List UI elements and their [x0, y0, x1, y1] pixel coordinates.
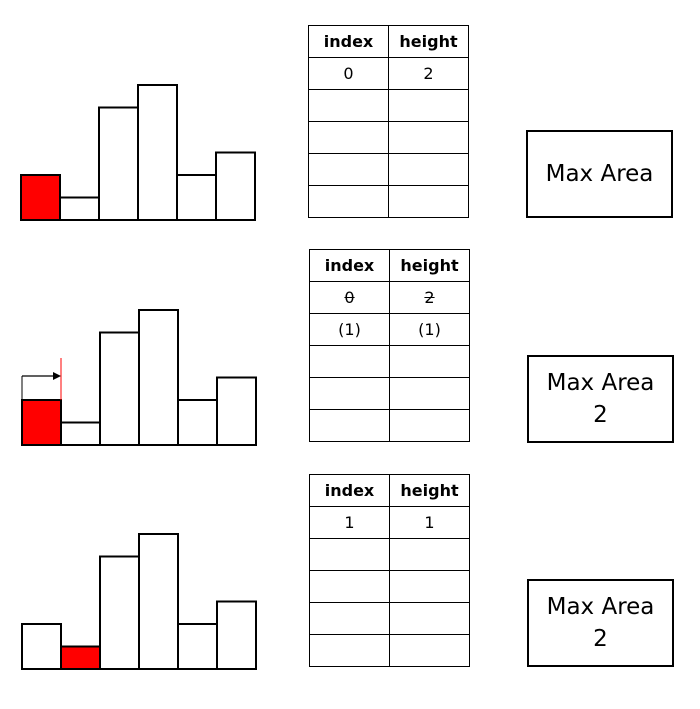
- histogram-bar: [215, 151, 256, 221]
- cell-height: 2: [388, 57, 469, 90]
- table-row: [309, 409, 470, 442]
- cell-index: [308, 121, 389, 154]
- table-row: [308, 89, 469, 122]
- cell-index: [308, 153, 389, 186]
- width-arrow-icon: [21, 358, 62, 400]
- cell-index: [308, 185, 389, 218]
- table-row: [309, 538, 470, 571]
- histogram-bar: [138, 533, 179, 670]
- highlighted-bar: [60, 645, 101, 670]
- header-height: height: [388, 25, 469, 58]
- cell-index: [309, 570, 390, 603]
- histogram-bar: [138, 309, 179, 446]
- histogram-bar: [98, 106, 139, 221]
- cell-height: 2: [389, 281, 470, 314]
- cell-index: [309, 602, 390, 635]
- histogram-panel-1: [20, 84, 256, 221]
- header-index: index: [308, 25, 389, 58]
- table-row: [309, 377, 470, 410]
- histogram-bar: [99, 555, 140, 670]
- max-area-value: 2: [593, 626, 608, 652]
- max-area-box-1: Max Area: [526, 130, 673, 218]
- cell-index: [309, 634, 390, 667]
- cell-height: [388, 153, 469, 186]
- max-area-label: Max Area: [546, 594, 655, 620]
- cell-index: [308, 89, 389, 122]
- header-index: index: [309, 474, 390, 507]
- highlighted-bar: [20, 174, 61, 221]
- table-row: [309, 570, 470, 603]
- table-row: [308, 121, 469, 154]
- histogram-bar: [99, 331, 140, 446]
- cell-height: [388, 185, 469, 218]
- histogram-panel-3: [21, 533, 257, 670]
- cell-height: [389, 345, 470, 378]
- cell-index: [309, 409, 390, 442]
- histogram-bar: [216, 600, 257, 670]
- cell-height: 1: [389, 506, 470, 539]
- histogram-bar: [177, 399, 218, 446]
- table-row: (1) (1): [309, 313, 470, 346]
- histogram-bar: [59, 196, 100, 221]
- histogram-bar: [177, 623, 218, 670]
- max-area-label: Max Area: [546, 370, 655, 396]
- histogram-bar: [60, 421, 101, 446]
- table-row: [309, 602, 470, 635]
- table-row: [308, 185, 469, 218]
- cell-height: [389, 634, 470, 667]
- cell-height: [389, 602, 470, 635]
- cell-index: 0: [309, 281, 390, 314]
- cell-height: (1): [389, 313, 470, 346]
- max-area-box-2: Max Area 2: [527, 355, 674, 443]
- cell-height: [389, 538, 470, 571]
- max-area-value: 2: [593, 402, 608, 428]
- histogram-bar: [176, 174, 217, 221]
- max-area-label: Max Area: [545, 161, 654, 187]
- histogram-bar: [21, 623, 62, 670]
- cell-index: 0: [308, 57, 389, 90]
- cell-index: [309, 345, 390, 378]
- cell-index: [309, 377, 390, 410]
- cell-index: 1: [309, 506, 390, 539]
- histogram-panel-2: [21, 309, 257, 446]
- cell-height: [389, 377, 470, 410]
- max-area-box-3: Max Area 2: [527, 579, 674, 667]
- cell-index: [309, 538, 390, 571]
- cell-height: [388, 89, 469, 122]
- cell-height: [388, 121, 469, 154]
- highlighted-bar: [21, 399, 62, 446]
- header-height: height: [389, 474, 470, 507]
- table-row: [308, 153, 469, 186]
- histogram-bar: [137, 84, 178, 221]
- cell-height: [389, 570, 470, 603]
- header-index: index: [309, 249, 390, 282]
- table-row: [309, 345, 470, 378]
- header-height: height: [389, 249, 470, 282]
- cell-height: [389, 409, 470, 442]
- table-row: [309, 634, 470, 667]
- histogram-bar: [216, 376, 257, 446]
- cell-index: (1): [309, 313, 390, 346]
